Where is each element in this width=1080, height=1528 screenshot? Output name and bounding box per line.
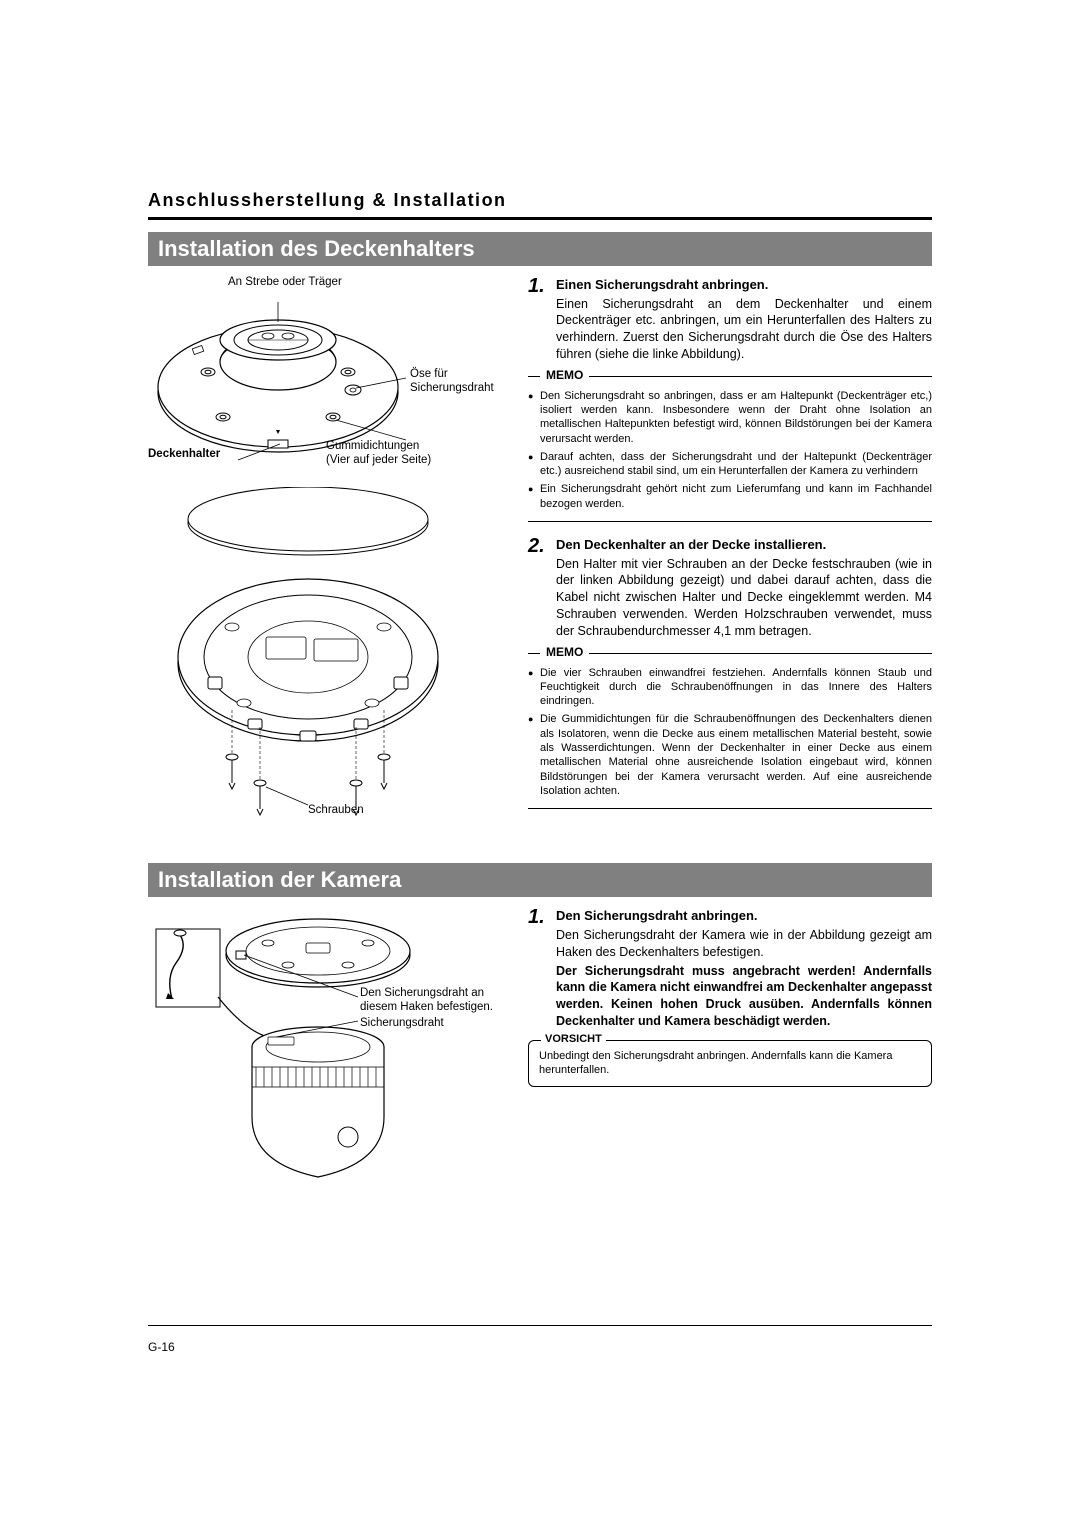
step-text-1: Einen Sicherungsdraht an dem Deckenhalte… — [556, 296, 932, 364]
memo-label-1: MEMO — [546, 368, 583, 384]
step-bold-cam-1: Der Sicherungsdraht muss angebracht werd… — [556, 963, 932, 1031]
fig-hook-1: Den Sicherungsdraht an — [360, 987, 484, 999]
memo2-item: Die Gummidichtungen für die Schraubenöff… — [528, 712, 932, 798]
step-2: 2. Den Deckenhalter an der Decke install… — [528, 536, 932, 640]
page-number: G-16 — [148, 1340, 175, 1354]
step-title-2: Den Deckenhalter an der Decke installier… — [556, 536, 932, 554]
vorsicht-text: Unbedingt den Sicherungsdraht anbringen.… — [539, 1049, 921, 1078]
step-text-cam-1: Den Sicherungsdraht der Kamera wie in de… — [556, 927, 932, 961]
memo-2: MEMO Die vier Schrauben einwandfrei fest… — [528, 646, 932, 809]
memo-1: MEMO Den Sicherungsdraht so anbringen, d… — [528, 369, 932, 522]
footer-rule — [148, 1325, 932, 1326]
section-title-1: Installation des Deckenhalters — [148, 232, 932, 266]
fig-packing-1: Gummidichtungen — [326, 440, 419, 452]
memo1-item: Den Sicherungsdraht so anbringen, dass e… — [528, 389, 932, 446]
step-text-2: Den Halter mit vier Schrauben an der Dec… — [556, 556, 932, 640]
memo2-item: Die vier Schrauben einwandfrei festziehe… — [528, 666, 932, 709]
fig-eyelet-2: Sicherungsdraht — [410, 382, 494, 394]
fig-mount-label: Deckenhalter — [148, 448, 220, 460]
memo1-item: Ein Sicherungsdraht gehört nicht zum Lie… — [528, 482, 932, 511]
step-cam-1: 1. Den Sicherungsdraht anbringen. Den Si… — [528, 907, 932, 1030]
step-num-2: 2. — [528, 536, 550, 640]
memo-label-2: MEMO — [546, 645, 583, 661]
step-num-1: 1. — [528, 276, 550, 363]
section-title-2: Installation der Kamera — [148, 863, 932, 897]
fig-eyelet-1: Öse für — [410, 368, 448, 380]
step-1: 1. Einen Sicherungsdraht anbringen. Eine… — [528, 276, 932, 363]
fig-wire: Sicherungsdraht — [360, 1017, 444, 1029]
fig-beam-label: An Strebe oder Träger — [228, 276, 342, 288]
vorsicht-box: VORSICHT Unbedingt den Sicherungsdraht a… — [528, 1040, 932, 1087]
vorsicht-label: VORSICHT — [541, 1032, 606, 1046]
breadcrumb: Anschlussherstellung & Installation — [148, 190, 932, 220]
fig-packing-2: (Vier auf jeder Seite) — [326, 454, 431, 466]
step-title-cam-1: Den Sicherungsdraht anbringen. — [556, 907, 932, 925]
step-title-1: Einen Sicherungsdraht anbringen. — [556, 276, 932, 294]
fig-screws-label: Schrauben — [308, 804, 364, 816]
memo1-item: Darauf achten, dass der Sicherungsdraht … — [528, 450, 932, 479]
step-num-cam-1: 1. — [528, 907, 550, 1030]
figure-camera: Den Sicherungsdraht an diesem Haken befe… — [148, 907, 508, 1242]
fig-hook-2: diesem Haken befestigen. — [360, 1001, 493, 1013]
figure-mount: An Strebe oder Träger — [148, 276, 508, 823]
